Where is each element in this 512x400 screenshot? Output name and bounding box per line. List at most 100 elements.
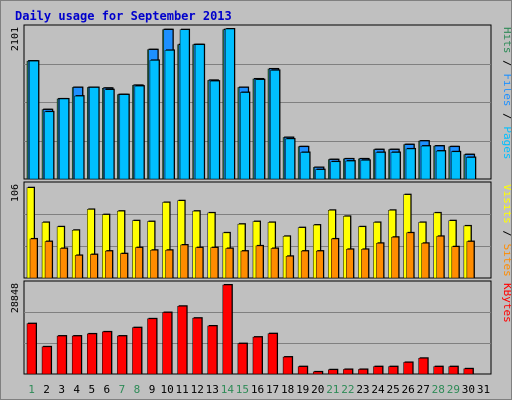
bar-pages xyxy=(345,160,356,180)
legend-part: / xyxy=(501,224,511,244)
x-tick-label: 4 xyxy=(73,383,80,396)
x-tick-label: 27 xyxy=(417,383,430,396)
bar-kbytes xyxy=(252,336,263,375)
chart-title: Daily usage for September 2013 xyxy=(15,9,232,23)
bar-pages xyxy=(149,60,160,180)
bar-sites xyxy=(300,250,309,279)
bar-sites xyxy=(346,249,354,279)
bar-sites xyxy=(195,247,203,279)
series-legend-label: Visits / Sites xyxy=(501,184,511,277)
bar-pages xyxy=(450,151,461,180)
bar-kbytes xyxy=(117,335,127,375)
bar-kbytes xyxy=(132,327,142,375)
x-tick-label: 25 xyxy=(386,383,399,396)
bar-kbytes xyxy=(343,369,353,375)
bar-kbytes xyxy=(177,306,187,375)
x-tick-label: 11 xyxy=(176,383,189,396)
x-tick-label: 14 xyxy=(221,383,235,396)
bar-pages xyxy=(240,92,250,180)
series-legend-label: KBytes xyxy=(501,283,511,323)
bar-sites xyxy=(120,253,128,279)
bar-sites xyxy=(376,243,384,279)
bar-kbytes xyxy=(192,317,202,375)
bar-pages xyxy=(375,152,386,180)
bar-kbytes xyxy=(102,331,112,375)
x-tick-label: 23 xyxy=(356,383,369,396)
bar-pages xyxy=(360,160,371,180)
y-max-label: 2101 xyxy=(10,27,21,51)
bar-sites xyxy=(74,255,83,279)
bar-kbytes xyxy=(222,284,233,375)
x-tick-label: 10 xyxy=(160,383,173,396)
bar-kbytes xyxy=(237,343,248,375)
bar-sites xyxy=(315,250,324,279)
bar-pages xyxy=(224,28,235,180)
bar-sites xyxy=(165,249,173,279)
legend-part: Visits xyxy=(501,184,511,224)
legend-part: Files xyxy=(501,73,511,106)
bar-kbytes xyxy=(71,335,82,375)
bar-kbytes xyxy=(358,369,368,375)
bar-sites xyxy=(180,244,188,279)
x-tick-label: 16 xyxy=(251,383,264,396)
legend-part: Pages xyxy=(501,126,511,159)
bar-sites xyxy=(210,247,219,279)
x-tick-label: 24 xyxy=(371,383,385,396)
x-tick-label: 3 xyxy=(58,383,65,396)
y-max-label: 106 xyxy=(10,184,21,202)
x-tick-label: 1 xyxy=(28,383,35,396)
bar-sites xyxy=(135,247,143,279)
x-tick-label: 26 xyxy=(402,383,415,396)
legend-part: KBytes xyxy=(501,283,511,323)
bar-pages xyxy=(285,138,295,180)
bar-pages xyxy=(194,44,205,180)
bar-sites xyxy=(225,248,234,279)
bar-kbytes xyxy=(26,323,37,375)
bar-kbytes xyxy=(388,366,398,375)
x-tick-label: 17 xyxy=(266,383,279,396)
x-tick-label: 5 xyxy=(88,383,95,396)
bar-pages xyxy=(119,94,130,180)
bar-pages xyxy=(466,157,476,180)
x-tick-label: 6 xyxy=(104,383,111,396)
bar-kbytes xyxy=(463,368,474,375)
bar-sites xyxy=(421,243,429,279)
bar-pages xyxy=(300,152,310,180)
bar-kbytes xyxy=(56,335,67,375)
bar-sites xyxy=(361,249,369,279)
bar-sites xyxy=(44,241,53,279)
bar-pages xyxy=(420,145,431,180)
bar-pages xyxy=(209,80,220,180)
bar-sites xyxy=(436,236,444,279)
x-tick-label: 2 xyxy=(43,383,50,396)
bar-kbytes xyxy=(41,346,52,375)
series-legend-label: Hits / Files / Pages xyxy=(501,27,511,160)
x-tick-label: 18 xyxy=(281,383,294,396)
bar-kbytes xyxy=(312,371,323,375)
x-tick-label: 29 xyxy=(447,383,460,396)
bar-pages xyxy=(179,29,190,180)
x-tick-label: 13 xyxy=(206,383,219,396)
x-tick-label: 22 xyxy=(341,383,354,396)
bar-sites xyxy=(466,241,475,279)
bar-sites xyxy=(240,250,249,279)
legend-part: Sites xyxy=(501,244,511,277)
legend-part: / xyxy=(501,54,511,74)
bar-pages xyxy=(74,95,84,180)
bar-pages xyxy=(164,50,175,180)
bar-pages xyxy=(390,152,401,180)
bar-kbytes xyxy=(147,318,157,375)
x-tick-label: 21 xyxy=(326,383,339,396)
bar-kbytes xyxy=(207,325,218,375)
x-tick-label: 9 xyxy=(149,383,156,396)
bar-sites xyxy=(59,248,68,279)
legend-part: Hits xyxy=(501,27,511,54)
bar-kbytes xyxy=(267,333,278,375)
bar-sites xyxy=(451,246,460,279)
bar-pages xyxy=(44,111,54,180)
x-tick-label: 7 xyxy=(119,383,126,396)
bar-sites xyxy=(331,238,339,279)
bar-sites xyxy=(270,248,279,279)
